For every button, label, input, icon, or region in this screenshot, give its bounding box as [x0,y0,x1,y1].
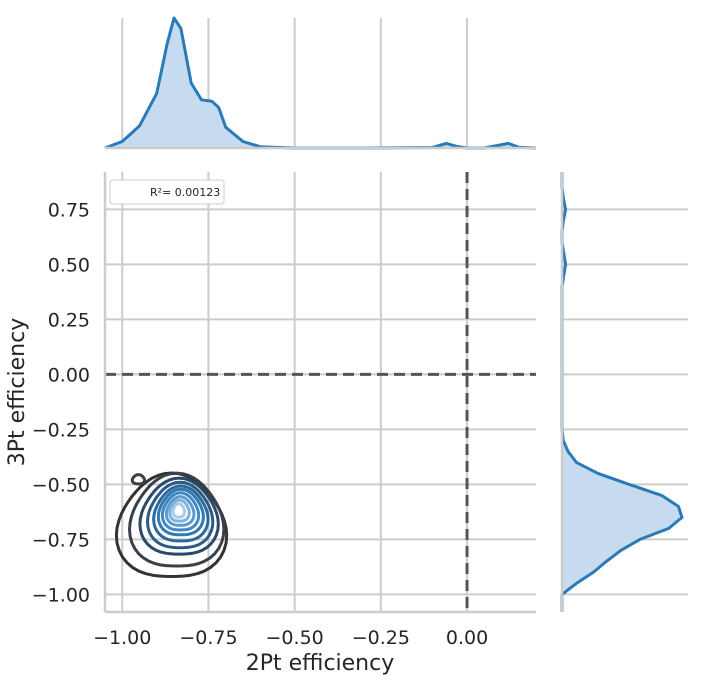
kde-contour [160,491,201,532]
x-tick-label: 0.00 [446,627,488,649]
x-tick-label: −0.50 [266,627,324,649]
legend-box [109,179,225,205]
kde-contours [114,471,229,578]
y-tick-label: 0.25 [48,309,90,331]
axis-spines [103,146,564,614]
kde-contour [152,484,210,543]
y-tick-label: −0.75 [32,529,90,551]
y-tick-label: 0.75 [48,199,90,221]
x-axis-label: 2Pt efficiency [246,651,395,676]
legend: R²= 0.00123 [109,179,225,205]
x-tick-labels: −1.00 −0.75 −0.50 −0.25 0.00 [93,627,488,649]
kde-contour [156,487,205,537]
kde-contour [171,502,187,519]
kde-contour [164,495,196,527]
kde-contour [168,498,191,523]
kde-contour [128,471,226,568]
reference-lines [105,172,536,612]
y-axis-label: 3Pt efficiency [5,318,30,467]
x-tick-label: −0.75 [179,627,237,649]
kde-contour [130,473,147,486]
y-tick-label: 0.00 [48,364,90,386]
y-tick-label: −0.50 [32,474,90,496]
kde-contour [114,471,229,578]
kde-contour [146,480,215,550]
right-marginal-kde [560,172,684,612]
kde-contour [138,476,220,556]
x-tick-label: −0.25 [352,627,410,649]
top-kde-area [105,18,536,148]
y-tick-label: −0.25 [32,419,90,441]
top-marginal-kde [104,16,537,150]
legend-entry: R²= 0.00123 [150,186,220,199]
y-tick-label: 0.50 [48,254,90,276]
x-tick-label: −1.00 [93,627,151,649]
right-kde-area [562,172,682,612]
y-tick-label: −1.00 [32,584,90,606]
y-tick-labels: −1.00 −0.75 −0.50 −0.25 0.00 0.25 0.50 0.75 [32,199,90,606]
